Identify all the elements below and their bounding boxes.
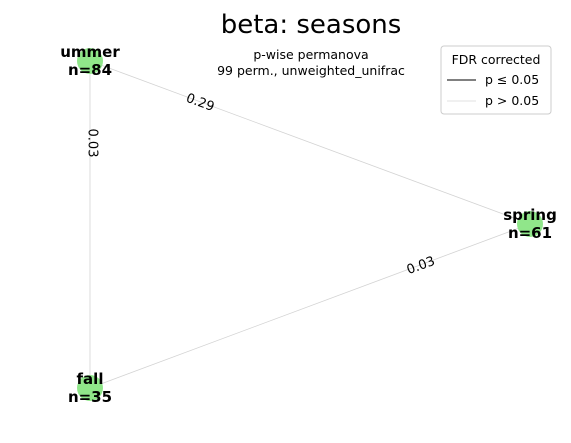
edge-label-summer-spring: 0.29 [184,91,216,115]
node-name-summer: ummer [60,43,120,61]
edge-fall-spring [89,223,531,389]
edge-label-fall-spring: 0.03 [405,254,437,278]
node-count-spring: n=61 [508,224,552,242]
legend-title: FDR corrected [452,52,541,67]
figure-title: beta: seasons [221,10,402,40]
node-count-fall: n=35 [68,388,112,406]
edge-label-summer-fall: 0.03 [85,129,100,158]
legend: FDR corrected p ≤ 0.05 p > 0.05 [440,45,552,115]
figure-subtitle-line1: p-wise permanova [253,47,368,62]
node-name-spring: spring [503,206,557,224]
node-summer [77,48,103,74]
node-spring [517,211,543,237]
legend-label-significant: p ≤ 0.05 [485,72,539,87]
edges-layer: 0.29 0.03 0.03 [85,60,531,389]
node-count-summer: n=84 [68,61,112,79]
edge-summer-spring [89,60,531,225]
figure-subtitle-line2: 99 perm., unweighted_unifrac [217,63,405,78]
node-name-fall: fall [77,370,104,388]
legend-label-nonsignificant: p > 0.05 [485,93,539,108]
legend-box [440,45,552,115]
node-fall [77,375,103,401]
